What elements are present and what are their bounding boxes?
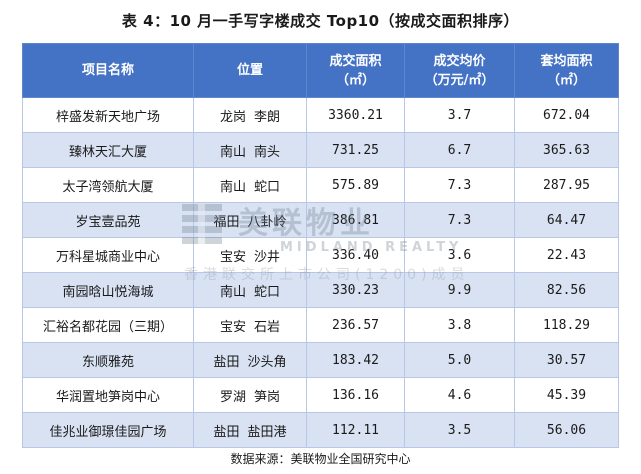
header-project-name: 项目名称 xyxy=(22,43,194,98)
table-row: 东顺雅苑 盐田 沙头角 183.42 5.0 30.57 xyxy=(22,342,619,378)
table-row: 岁宝壹品苑 福田 八卦岭 386.81 7.3 64.47 xyxy=(22,202,619,238)
deal-area: 136.16 xyxy=(306,377,405,413)
project-location: 南山 南头 xyxy=(193,132,307,168)
deal-area: 336.40 xyxy=(306,237,405,273)
deal-area: 330.23 xyxy=(306,272,405,308)
top10-table: 项目名称 位置 成交面积 （㎡） 成交均价 （万元/㎡） 套均面积 （㎡） 梓盛发新天… xyxy=(22,43,619,448)
deal-area: 386.81 xyxy=(306,202,405,238)
table-caption: 表 4：10 月一手写字楼成交 Top10（按成交面积排序） xyxy=(121,12,520,30)
header-avg-price: 成交均价 （万元/㎡） xyxy=(404,43,515,98)
unit-avg-area: 82.56 xyxy=(514,272,619,308)
unit-avg-area: 56.06 xyxy=(514,412,619,448)
project-name: 华润置地笋岗中心 xyxy=(22,377,194,413)
project-name: 梓盛发新天地广场 xyxy=(22,97,194,133)
avg-price: 3.7 xyxy=(404,97,515,133)
unit-avg-area: 118.29 xyxy=(514,307,619,343)
table-row: 臻林天汇大厦 南山 南头 731.25 6.7 365.63 xyxy=(22,132,619,168)
project-location: 盐田 盐田港 xyxy=(193,412,307,448)
project-location: 南山 蛇口 xyxy=(193,272,307,308)
project-name: 汇裕名都花园（三期） xyxy=(22,307,194,343)
project-location: 罗湖 笋岗 xyxy=(193,377,307,413)
unit-avg-area: 45.39 xyxy=(514,377,619,413)
header-location: 位置 xyxy=(193,43,307,98)
project-name: 东顺雅苑 xyxy=(22,342,194,378)
unit-avg-area: 287.95 xyxy=(514,167,619,203)
table-header-row: 项目名称 位置 成交面积 （㎡） 成交均价 （万元/㎡） 套均面积 （㎡） xyxy=(22,43,619,98)
table-row: 华润置地笋岗中心 罗湖 笋岗 136.16 4.6 45.39 xyxy=(22,377,619,413)
project-name: 万科星城商业中心 xyxy=(22,237,194,273)
project-name: 臻林天汇大厦 xyxy=(22,132,194,168)
avg-price: 3.5 xyxy=(404,412,515,448)
table-row: 梓盛发新天地广场 龙岗 李朗 3360.21 3.7 672.04 xyxy=(22,97,619,133)
project-location: 龙岗 李朗 xyxy=(193,97,307,133)
deal-area: 183.42 xyxy=(306,342,405,378)
deal-area: 112.11 xyxy=(306,412,405,448)
project-name: 岁宝壹品苑 xyxy=(22,202,194,238)
avg-price: 7.3 xyxy=(404,202,515,238)
project-location: 宝安 沙井 xyxy=(193,237,307,273)
avg-price: 6.7 xyxy=(404,132,515,168)
header-deal-area: 成交面积 （㎡） xyxy=(306,43,405,98)
project-name: 太子湾领航大厦 xyxy=(22,167,194,203)
unit-avg-area: 672.04 xyxy=(514,97,619,133)
project-location: 宝安 石岩 xyxy=(193,307,307,343)
table-row: 太子湾领航大厦 南山 蛇口 575.89 7.3 287.95 xyxy=(22,167,619,203)
project-location: 盐田 沙头角 xyxy=(193,342,307,378)
deal-area: 3360.21 xyxy=(306,97,405,133)
avg-price: 4.6 xyxy=(404,377,515,413)
avg-price: 7.3 xyxy=(404,167,515,203)
project-name: 佳兆业御璟佳园广场 xyxy=(22,412,194,448)
avg-price: 5.0 xyxy=(404,342,515,378)
deal-area: 575.89 xyxy=(306,167,405,203)
header-unit-avg-area: 套均面积 （㎡） xyxy=(514,43,619,98)
table-row: 汇裕名都花园（三期） 宝安 石岩 236.57 3.8 118.29 xyxy=(22,307,619,343)
avg-price: 9.9 xyxy=(404,272,515,308)
project-location: 南山 蛇口 xyxy=(193,167,307,203)
table-row: 万科星城商业中心 宝安 沙井 336.40 3.6 22.43 xyxy=(22,237,619,273)
project-name: 南园晗山悦海城 xyxy=(22,272,194,308)
data-source-note: 数据来源：美联物业全国研究中心 xyxy=(230,452,411,466)
deal-area: 731.25 xyxy=(306,132,405,168)
table-row: 南园晗山悦海城 南山 蛇口 330.23 9.9 82.56 xyxy=(22,272,619,308)
unit-avg-area: 365.63 xyxy=(514,132,619,168)
avg-price: 3.6 xyxy=(404,237,515,273)
unit-avg-area: 22.43 xyxy=(514,237,619,273)
avg-price: 3.8 xyxy=(404,307,515,343)
deal-area: 236.57 xyxy=(306,307,405,343)
unit-avg-area: 30.57 xyxy=(514,342,619,378)
unit-avg-area: 64.47 xyxy=(514,202,619,238)
table-row: 佳兆业御璟佳园广场 盐田 盐田港 112.11 3.5 56.06 xyxy=(22,412,619,448)
project-location: 福田 八卦岭 xyxy=(193,202,307,238)
